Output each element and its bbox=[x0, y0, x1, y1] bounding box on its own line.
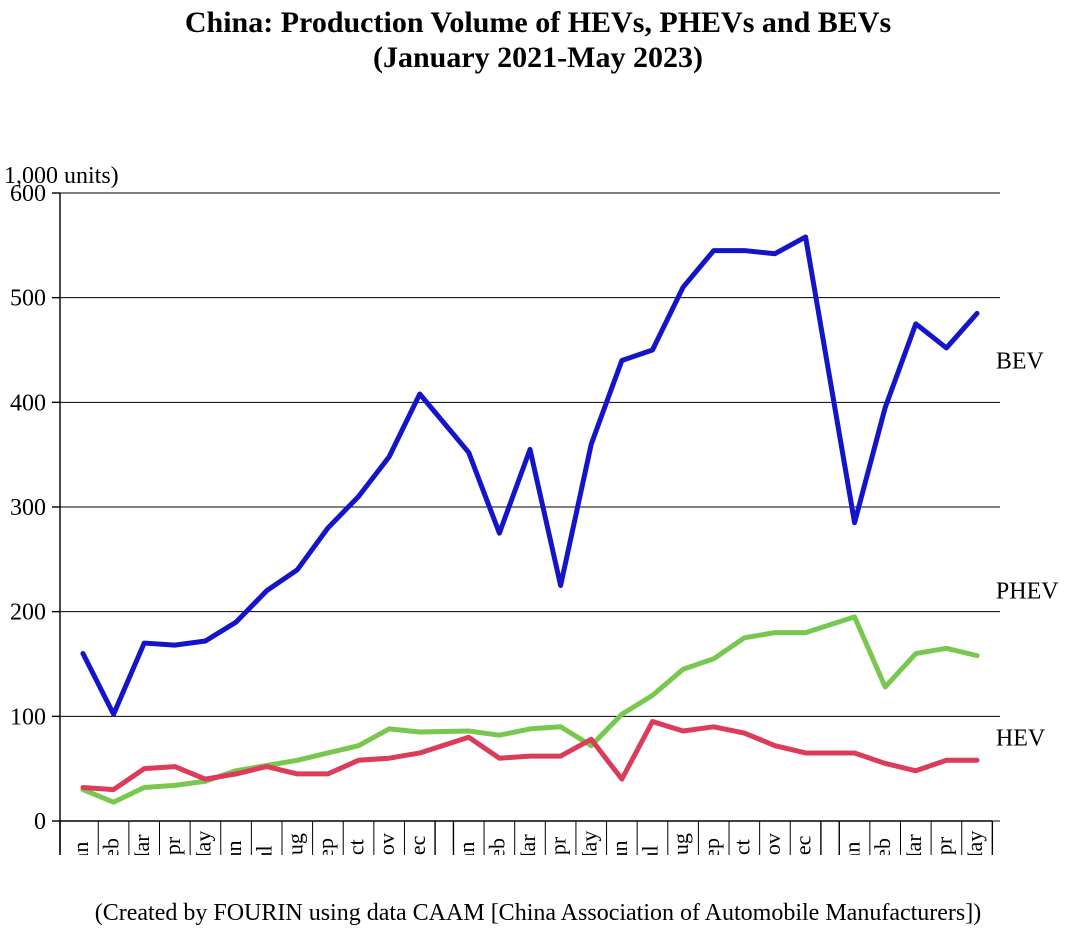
svg-text:Jul: Jul bbox=[252, 845, 277, 855]
svg-text:400: 400 bbox=[10, 390, 46, 416]
svg-text:Nov: Nov bbox=[374, 833, 399, 855]
svg-text:300: 300 bbox=[10, 495, 46, 521]
svg-text:Mar: Mar bbox=[515, 834, 540, 855]
series-phev bbox=[83, 617, 977, 802]
svg-text:Nov: Nov bbox=[760, 833, 785, 855]
svg-text:Dec: Dec bbox=[791, 835, 816, 855]
series-hev bbox=[83, 722, 977, 790]
chart-title: China: Production Volume of HEVs, PHEVs … bbox=[0, 0, 1076, 75]
svg-text:Oct: Oct bbox=[344, 839, 369, 855]
svg-text:Jun: Jun bbox=[221, 840, 246, 855]
svg-text:600: 600 bbox=[10, 181, 46, 207]
series-label-bev: BEV bbox=[996, 348, 1045, 374]
svg-text:Sep: Sep bbox=[699, 838, 724, 855]
svg-text:May: May bbox=[576, 831, 601, 855]
title-line-2: (January 2021-May 2023) bbox=[373, 41, 703, 74]
svg-text:Apr: Apr bbox=[931, 836, 956, 855]
svg-text:Feb: Feb bbox=[870, 838, 895, 855]
svg-text:Feb: Feb bbox=[484, 838, 509, 855]
svg-text:Jul: Jul bbox=[638, 845, 663, 855]
svg-text:Feb: Feb bbox=[99, 838, 124, 855]
line-chart: 0100200300400500600202120222023JanFebMar… bbox=[0, 75, 1076, 855]
svg-text:May: May bbox=[962, 831, 987, 855]
svg-text:Jan: Jan bbox=[840, 842, 865, 855]
svg-text:Jan: Jan bbox=[68, 842, 93, 855]
svg-text:Aug: Aug bbox=[282, 833, 307, 855]
svg-text:Mar: Mar bbox=[129, 834, 154, 855]
series-label-phev: PHEV bbox=[996, 579, 1059, 605]
svg-text:Jun: Jun bbox=[607, 840, 632, 855]
svg-text:Jan: Jan bbox=[454, 842, 479, 855]
svg-text:Apr: Apr bbox=[546, 836, 571, 855]
svg-text:0: 0 bbox=[34, 809, 46, 835]
title-line-1: China: Production Volume of HEVs, PHEVs … bbox=[185, 6, 891, 39]
chart-container: China: Production Volume of HEVs, PHEVs … bbox=[0, 0, 1076, 945]
series-label-hev: HEV bbox=[996, 725, 1046, 751]
svg-text:Dec: Dec bbox=[405, 835, 430, 855]
svg-text:500: 500 bbox=[10, 286, 46, 312]
svg-text:Mar: Mar bbox=[901, 834, 926, 855]
chart-caption: (Created by FOURIN using data CAAM [Chin… bbox=[0, 900, 1076, 927]
svg-text:100: 100 bbox=[10, 704, 46, 730]
svg-text:May: May bbox=[190, 831, 215, 855]
svg-text:Sep: Sep bbox=[313, 838, 338, 855]
svg-text:200: 200 bbox=[10, 600, 46, 626]
svg-text:Apr: Apr bbox=[160, 836, 185, 855]
series-bev bbox=[83, 237, 977, 714]
svg-text:Oct: Oct bbox=[729, 839, 754, 855]
svg-text:Aug: Aug bbox=[668, 833, 693, 855]
